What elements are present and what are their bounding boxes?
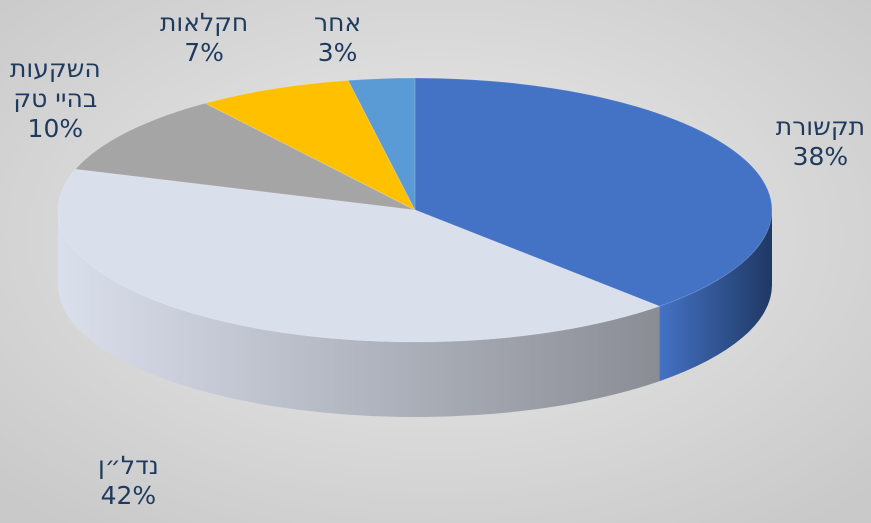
pie-slice-real-estate bbox=[57, 168, 661, 343]
pie-side-real-estate bbox=[58, 210, 660, 417]
pie-side-communications bbox=[659, 210, 772, 382]
pie-slice-other bbox=[347, 77, 416, 211]
slice-label-agriculture: חקלאות 7% bbox=[160, 8, 249, 67]
slice-label-other: אחר 3% bbox=[314, 8, 362, 67]
pie-slice-communications bbox=[414, 77, 773, 307]
slice-label-real-estate: נדל״ן 42% bbox=[98, 451, 159, 510]
pie-slice-hitech-investments bbox=[74, 102, 416, 211]
pie-slice-agriculture bbox=[203, 79, 417, 212]
slice-label-communications: תקשורת 38% bbox=[775, 112, 865, 171]
slice-label-hitech-investments: השקעות בהיי טק 10% bbox=[10, 54, 101, 143]
